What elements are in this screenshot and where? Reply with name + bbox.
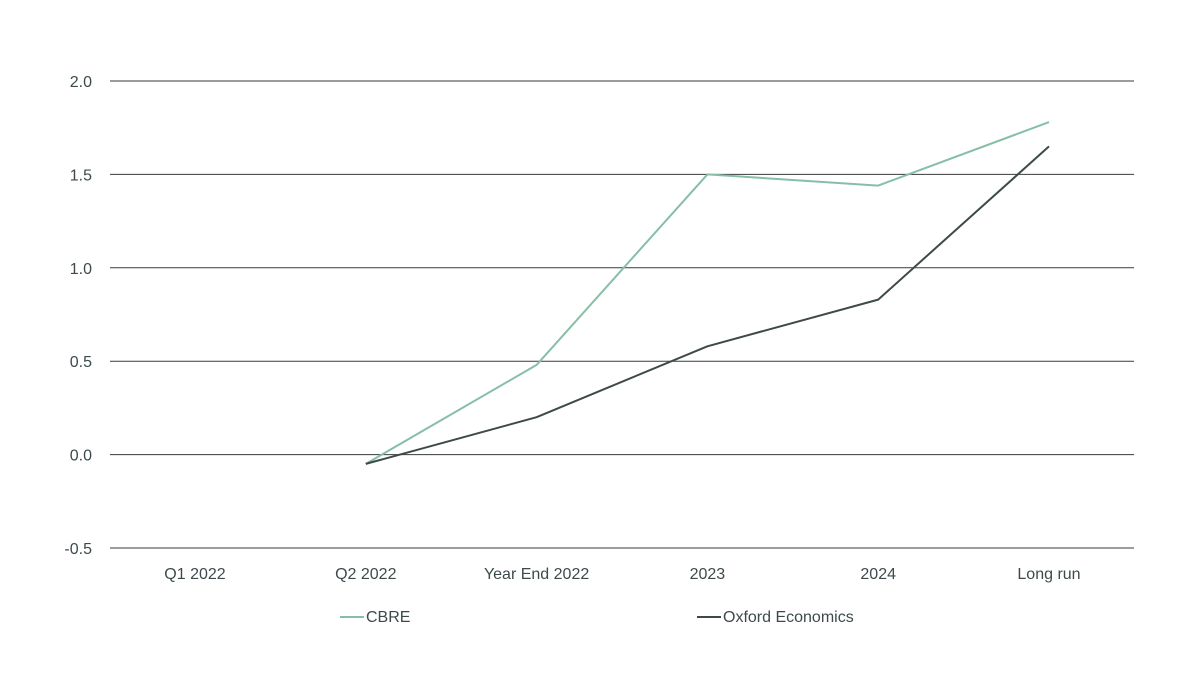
x-tick-label: Long run bbox=[1017, 566, 1080, 583]
legend: CBRE Oxford Economics bbox=[340, 609, 854, 626]
y-axis-ticks: -0.5 0.0 0.5 1.0 1.5 2.0 bbox=[64, 74, 92, 558]
x-tick-label: 2024 bbox=[860, 566, 896, 583]
y-tick-label: -0.5 bbox=[64, 541, 92, 558]
legend-label: CBRE bbox=[366, 609, 410, 626]
y-tick-label: 2.0 bbox=[70, 74, 92, 91]
y-tick-label: 1.5 bbox=[70, 167, 92, 184]
gridlines bbox=[110, 80, 1134, 549]
series-line-oxford-economics bbox=[365, 145, 1050, 465]
series-lines bbox=[365, 121, 1050, 465]
x-tick-label: Q1 2022 bbox=[164, 566, 225, 583]
series-line-cbre bbox=[365, 121, 1050, 465]
x-axis-ticks: Q1 2022 Q2 2022 Year End 2022 2023 2024 Long … bbox=[164, 566, 1080, 583]
y-tick-label: 0.0 bbox=[70, 448, 92, 465]
x-tick-label: 2023 bbox=[690, 566, 726, 583]
x-tick-label: Year End 2022 bbox=[484, 566, 589, 583]
y-tick-label: 1.0 bbox=[70, 261, 92, 278]
y-tick-label: 0.5 bbox=[70, 354, 92, 371]
x-tick-label: Q2 2022 bbox=[335, 566, 396, 583]
legend-label: Oxford Economics bbox=[723, 609, 854, 626]
